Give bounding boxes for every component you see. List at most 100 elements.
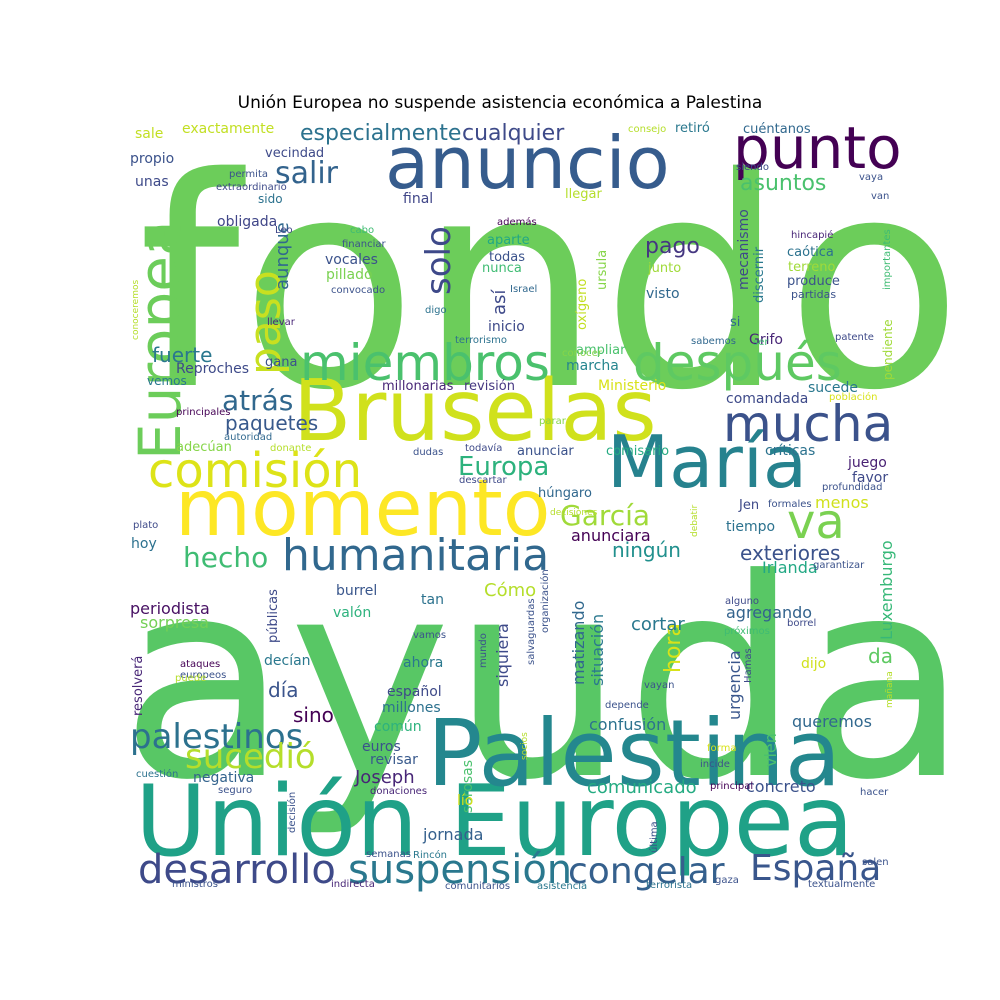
word-28: García bbox=[560, 499, 650, 532]
word-105: mecanismo bbox=[736, 209, 752, 290]
word-172: forma bbox=[707, 743, 736, 754]
word-11: después bbox=[633, 334, 842, 392]
word-148: sabemos bbox=[691, 336, 736, 347]
word-68: ahora bbox=[403, 655, 443, 671]
word-186: donaciones bbox=[370, 786, 427, 797]
word-72: euros bbox=[362, 739, 401, 755]
word-59: juego bbox=[847, 455, 887, 471]
word-112: anunciar bbox=[517, 444, 574, 459]
word-162: decisiones bbox=[550, 508, 598, 518]
word-173: incide bbox=[700, 759, 730, 770]
word-180: asistencia bbox=[537, 881, 587, 892]
word-102: caótica bbox=[787, 245, 834, 260]
word-145: digo bbox=[425, 305, 447, 316]
word-93: llegar bbox=[565, 187, 602, 202]
word-113: húngaro bbox=[538, 486, 592, 501]
word-95: todas bbox=[489, 250, 525, 265]
word-138: parar bbox=[539, 416, 567, 427]
word-24: salir bbox=[275, 156, 339, 191]
word-114: comisario bbox=[606, 444, 669, 459]
word-44: así bbox=[489, 289, 510, 315]
word-127: cuéntanos bbox=[743, 122, 811, 137]
word-130: extraordinario bbox=[216, 182, 287, 193]
word-151: población bbox=[829, 391, 877, 403]
word-92: final bbox=[403, 191, 433, 207]
word-160: conoceremos bbox=[131, 280, 141, 340]
word-48: Irlanda bbox=[762, 558, 818, 577]
word-124: propio bbox=[130, 151, 174, 167]
word-70: millones bbox=[382, 700, 441, 716]
word-88: gana bbox=[265, 355, 297, 370]
word-99: visto bbox=[646, 286, 680, 302]
word-154: Jen bbox=[738, 498, 759, 513]
word-167: próximos bbox=[724, 625, 770, 637]
word-51: confusión bbox=[589, 715, 666, 734]
word-101: terreno bbox=[788, 260, 836, 275]
word-32: pago bbox=[645, 234, 700, 259]
word-89: obligada bbox=[217, 214, 277, 230]
word-41: da bbox=[868, 644, 893, 668]
word-23: hecho bbox=[183, 541, 268, 574]
word-62: hoy bbox=[131, 536, 157, 552]
word-155: siendo bbox=[736, 162, 769, 173]
word-128: consejo bbox=[628, 124, 666, 135]
word-5: momento bbox=[175, 464, 550, 554]
word-35: exteriores bbox=[740, 541, 840, 565]
word-179: terrorista bbox=[646, 880, 692, 891]
word-79: vlen bbox=[761, 733, 780, 767]
word-165: alguno bbox=[725, 596, 759, 607]
word-9: Europea bbox=[126, 220, 194, 460]
word-188: seguro bbox=[218, 785, 252, 796]
word-136: dudas bbox=[413, 447, 443, 458]
word-150: patente bbox=[835, 332, 874, 343]
word-183: ministros bbox=[172, 879, 218, 890]
word-196: mundo bbox=[478, 633, 489, 668]
word-185: Rincón bbox=[413, 849, 447, 861]
word-146: terrorismo bbox=[455, 335, 507, 346]
word-139: descartar bbox=[459, 475, 507, 486]
word-147: conocer bbox=[562, 348, 603, 359]
word-15: paso bbox=[240, 270, 291, 375]
word-71: común bbox=[374, 719, 422, 735]
word-178: gaza bbox=[715, 875, 739, 886]
word-26: atrás bbox=[222, 384, 293, 417]
word-52: queremos bbox=[792, 712, 872, 731]
word-30: cualquier bbox=[462, 121, 565, 146]
word-43: aunque bbox=[272, 222, 293, 290]
word-12: mucha bbox=[723, 395, 893, 453]
word-174: principal bbox=[710, 781, 753, 792]
word-39: sino bbox=[293, 703, 334, 727]
word-190: última bbox=[648, 821, 660, 853]
word-76: matizando bbox=[569, 601, 588, 685]
word-78: urgencia bbox=[725, 650, 744, 720]
word-47: Luxemburgo bbox=[877, 540, 896, 640]
word-122: exactamente bbox=[182, 121, 274, 137]
word-191: socios bbox=[520, 732, 530, 760]
word-149: ser bbox=[753, 337, 769, 348]
word-107: oxígeno bbox=[575, 279, 590, 330]
word-7: María bbox=[607, 420, 807, 504]
word-187: decisión bbox=[286, 792, 298, 833]
word-168: Hamas bbox=[743, 648, 754, 683]
word-25: solo bbox=[419, 226, 459, 295]
word-73: revisar bbox=[370, 752, 418, 768]
word-120: adecúan bbox=[176, 440, 232, 455]
word-82: marcha bbox=[566, 358, 619, 374]
word-65: burrel bbox=[336, 583, 377, 599]
word-34: paquetes bbox=[225, 411, 318, 435]
word-66: valón bbox=[333, 605, 371, 621]
word-110: si bbox=[730, 315, 740, 330]
word-156: van bbox=[871, 191, 889, 202]
word-20: España bbox=[750, 848, 881, 889]
word-67: tan bbox=[421, 592, 444, 608]
word-42: comunicado bbox=[587, 777, 697, 798]
word-10: miembros bbox=[300, 334, 550, 392]
word-161: plato bbox=[133, 520, 158, 531]
word-74: negativa bbox=[193, 770, 254, 786]
word-81: Grifo bbox=[749, 332, 783, 348]
word-36: ningún bbox=[612, 538, 681, 562]
word-194: puede bbox=[175, 673, 206, 684]
word-33: fuerte bbox=[152, 343, 212, 367]
word-175: hacer bbox=[860, 787, 889, 798]
